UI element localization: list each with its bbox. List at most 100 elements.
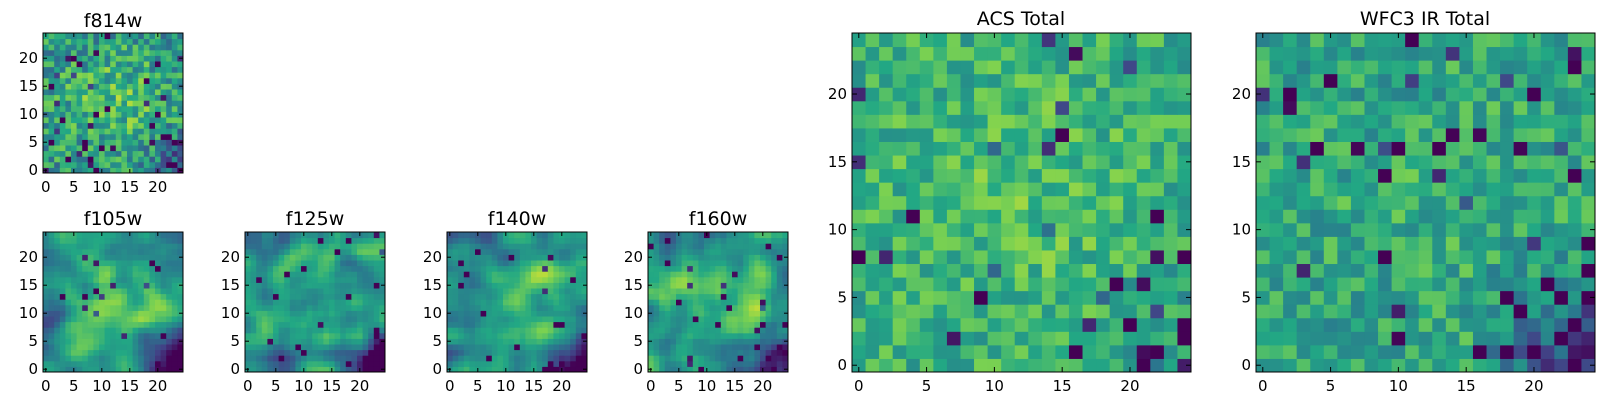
heatmap-cell: [71, 243, 78, 250]
heatmap-cell: [1378, 33, 1393, 48]
heatmap-cell: [726, 310, 733, 317]
heatmap-cell: [1177, 73, 1192, 88]
heatmap-cell: [659, 366, 666, 373]
heatmap-cell: [1432, 60, 1447, 75]
heatmap-cell: [373, 243, 380, 250]
heatmap-cell: [447, 327, 454, 334]
heatmap-cell: [155, 293, 162, 300]
heatmap-cell: [1323, 127, 1338, 142]
heatmap-cell: [715, 276, 722, 283]
heatmap-cell: [575, 316, 582, 323]
heatmap-cell: [987, 317, 1002, 332]
heatmap-cell: [54, 293, 61, 300]
heatmap-cell: [653, 360, 660, 367]
heatmap-cell: [1445, 222, 1460, 237]
heatmap-cell: [771, 332, 778, 339]
heatmap-cell: [486, 232, 493, 239]
heatmap-cell: [1405, 168, 1420, 183]
heatmap-cell: [1082, 344, 1097, 359]
heatmap-cell: [155, 111, 162, 118]
heatmap-cell: [919, 195, 934, 210]
heatmap-cell: [76, 122, 83, 129]
heatmap-cell: [289, 265, 296, 272]
heatmap-cell: [284, 310, 291, 317]
heatmap-cell: [149, 61, 156, 68]
heatmap-cell: [1163, 263, 1178, 278]
heatmap-cell: [1028, 263, 1043, 278]
heatmap-cell: [1323, 46, 1338, 61]
heatmap-cell: [933, 141, 948, 156]
heatmap-cell: [76, 282, 83, 289]
heatmap-cell: [1459, 87, 1474, 102]
heatmap-cell: [1283, 127, 1298, 142]
heatmap-cell: [715, 321, 722, 328]
heatmap-cell: [737, 349, 744, 356]
heatmap-cell: [250, 276, 257, 283]
heatmap-cell: [138, 349, 145, 356]
heatmap-cell: [1109, 236, 1124, 251]
heatmap-cell: [776, 349, 783, 356]
heatmap-cell: [82, 265, 89, 272]
heatmap-cell: [143, 89, 150, 96]
heatmap-cell: [659, 232, 666, 239]
x-tick-label: 5: [69, 377, 79, 395]
heatmap-cell: [256, 327, 263, 334]
heatmap-cell: [458, 299, 465, 306]
heatmap-cell: [771, 293, 778, 300]
heatmap-cell: [166, 299, 173, 306]
heatmap-cell: [110, 276, 117, 283]
heatmap-cell: [99, 38, 106, 45]
heatmap-cell: [670, 316, 677, 323]
heatmap-cell: [289, 299, 296, 306]
heatmap-cell: [171, 327, 178, 334]
heatmap-cell: [1418, 33, 1433, 48]
heatmap-cell: [267, 243, 274, 250]
heatmap-cell: [469, 310, 476, 317]
heatmap-cell: [1068, 114, 1084, 129]
heatmap-cell: [491, 360, 498, 367]
heatmap-cell: [171, 360, 178, 367]
heatmap-cell: [110, 254, 117, 261]
heatmap-cell: [329, 321, 336, 328]
heatmap-cell: [892, 195, 907, 210]
heatmap-cell: [82, 61, 89, 68]
heatmap-cell: [71, 89, 78, 96]
heatmap-cell: [115, 49, 122, 56]
heatmap-cell: [1378, 195, 1393, 210]
heatmap-cell: [497, 321, 504, 328]
heatmap-cell: [1405, 277, 1420, 292]
heatmap-cell: [115, 355, 122, 362]
heatmap-cell: [933, 46, 948, 61]
heatmap-cell: [704, 360, 711, 367]
heatmap-cell: [149, 310, 156, 317]
heatmap-cell: [726, 237, 733, 244]
heatmap-cell: [1337, 331, 1352, 346]
heatmap-cell: [1378, 249, 1393, 265]
heatmap-cell: [104, 83, 111, 90]
heatmap-cell: [334, 304, 341, 311]
heatmap-cell: [1527, 304, 1542, 319]
heatmap-cell: [87, 355, 94, 362]
heatmap-cell: [463, 327, 470, 334]
heatmap-cell: [301, 344, 308, 351]
heatmap-cell: [155, 271, 162, 278]
heatmap-cell: [653, 304, 660, 311]
heatmap-cell: [340, 260, 347, 267]
heatmap-cell: [1500, 263, 1515, 278]
heatmap-cell: [491, 321, 498, 328]
heatmap-cell: [581, 299, 588, 306]
heatmap-cell: [1163, 290, 1178, 305]
heatmap-cell: [65, 94, 72, 101]
heatmap-cell: [508, 332, 515, 339]
heatmap-cell: [104, 33, 111, 40]
heatmap-cell: [82, 349, 89, 356]
heatmap-cell: [542, 332, 549, 339]
heatmap-cell: [559, 360, 566, 367]
heatmap-cell: [720, 338, 727, 345]
heatmap-cell: [245, 271, 252, 278]
heatmap-cell: [514, 237, 521, 244]
heatmap-cell: [284, 271, 291, 278]
heatmap-cell: [93, 321, 100, 328]
heatmap-cell: [340, 265, 347, 272]
heatmap-cell: [732, 332, 739, 339]
